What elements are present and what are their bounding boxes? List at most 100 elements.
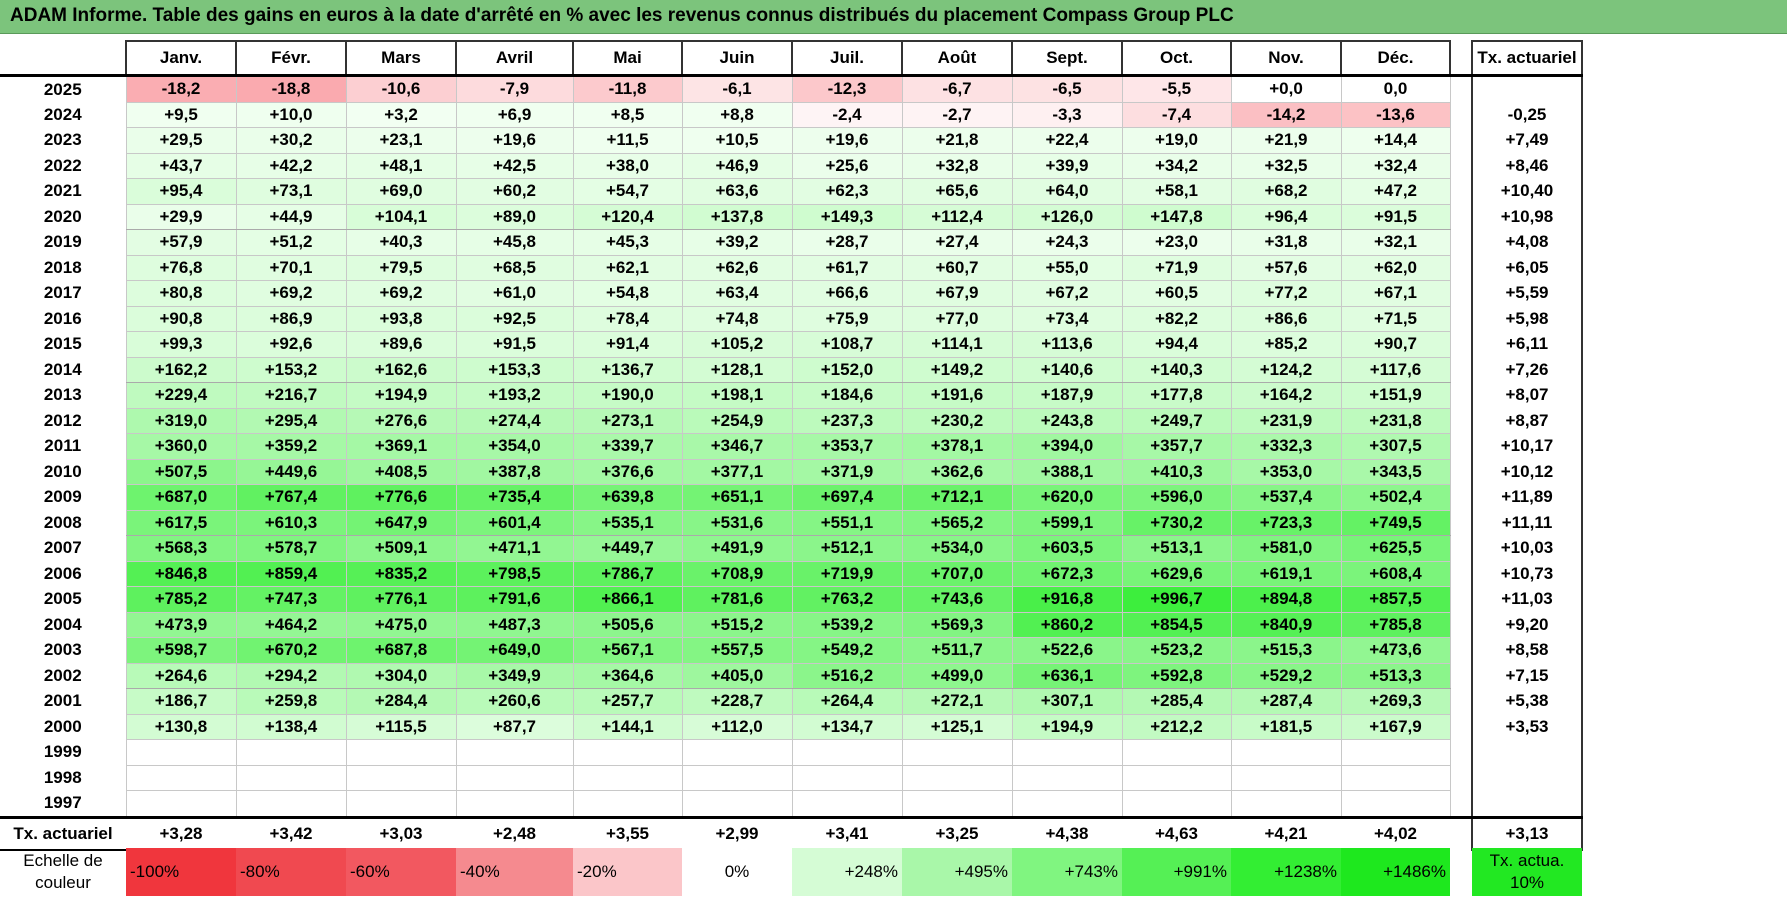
gain-cell: -2,7: [901, 101, 1013, 128]
gap-cell: [1450, 848, 1472, 896]
gain-cell: [235, 790, 347, 818]
gain-cell: +284,4: [345, 688, 457, 715]
gap-cell: [1450, 484, 1472, 510]
gain-cell: +92,6: [235, 331, 347, 358]
gain-cell: +8,8: [681, 101, 793, 128]
corner-cell: [0, 41, 126, 77]
gain-cell: +230,2: [901, 407, 1013, 434]
gap-cell: [1450, 815, 1472, 850]
year-label: 2012: [43, 410, 82, 430]
gain-cell: +243,8: [1011, 407, 1123, 434]
gain-cell: +505,6: [572, 611, 683, 638]
gain-cell: +125,1: [901, 713, 1013, 740]
gain-cell: [572, 764, 683, 791]
gain-cell: -2,4: [791, 101, 903, 128]
gain-cell: +599,1: [1011, 509, 1123, 536]
gain-cell: +187,9: [1011, 382, 1123, 409]
row-tx-actuariel: [1471, 765, 1583, 791]
year-label: 2010: [43, 461, 82, 481]
gap-cell: [1450, 459, 1472, 485]
gain-cell: +71,5: [1340, 305, 1451, 332]
gain-cell: [681, 739, 793, 766]
scale-swatch: -60%: [346, 848, 456, 896]
gain-cell: +473,9: [125, 611, 237, 638]
gain-cell: +67,9: [901, 280, 1013, 307]
gain-cell: +46,9: [681, 152, 793, 179]
table-row: 2010 +507,5 +449,6 +408,5 +387,8 +376,6 +377,1…: [0, 458, 1583, 485]
gain-cell: [1121, 764, 1232, 791]
table-row: 1999: [0, 739, 1583, 766]
year-label: 2004: [43, 614, 82, 634]
gain-cell: +712,1: [901, 484, 1013, 511]
gain-cell: +767,4: [235, 484, 347, 511]
gain-cell: +835,2: [345, 560, 457, 587]
gain-cell: [791, 764, 903, 791]
gain-cell: +307,1: [1011, 688, 1123, 715]
gain-cell: +846,8: [125, 560, 237, 587]
gain-cell: +70,1: [235, 254, 347, 281]
month-header: Août: [901, 40, 1013, 77]
gain-cell: +71,9: [1121, 254, 1232, 281]
gain-cell: +40,3: [345, 229, 457, 256]
gain-cell: +120,4: [572, 203, 683, 230]
gain-cell: +617,5: [125, 509, 237, 536]
gain-cell: +512,1: [791, 535, 903, 562]
gain-cell: +840,9: [1230, 611, 1342, 638]
footer-value: +4,02: [1341, 815, 1450, 851]
gain-cell: +629,6: [1121, 560, 1232, 587]
gain-cell: +19,0: [1121, 127, 1232, 154]
gain-cell: -10,6: [345, 75, 457, 103]
gain-cell: +42,5: [455, 152, 574, 179]
year-label: 2017: [43, 283, 82, 303]
gain-cell: +115,5: [345, 713, 457, 740]
gain-cell: +162,2: [125, 356, 237, 383]
row-tx-actuariel: +11,89: [1471, 484, 1583, 510]
gain-cell: +743,6: [901, 586, 1013, 613]
gain-cell: [1011, 764, 1123, 791]
gain-cell: +11,5: [572, 127, 683, 154]
gain-cell: +708,9: [681, 560, 793, 587]
gain-cell: +259,8: [235, 688, 347, 715]
gain-cell: +153,2: [235, 356, 347, 383]
gain-cell: +515,2: [681, 611, 793, 638]
gain-cell: -5,5: [1121, 75, 1232, 103]
gain-cell: [235, 764, 347, 791]
gain-cell: +670,2: [235, 637, 347, 664]
row-tx-actuariel: [1471, 739, 1583, 765]
gain-cell: +672,3: [1011, 560, 1123, 587]
row-tx-actuariel: +8,87: [1471, 408, 1583, 434]
gain-cell: +272,1: [901, 688, 1013, 715]
year-label: 2019: [43, 232, 82, 252]
footer-value: +4,63: [1122, 815, 1231, 851]
gain-cell: +89,6: [345, 331, 457, 358]
row-tx-actuariel: [1471, 75, 1583, 102]
row-tx-actuariel: -0,25: [1471, 102, 1583, 128]
footer-value: +3,25: [902, 815, 1012, 851]
gain-cell: +473,6: [1340, 637, 1451, 664]
gain-cell: +625,5: [1340, 535, 1451, 562]
row-tx-actuariel: +5,38: [1471, 688, 1583, 714]
gain-cell: +68,5: [455, 254, 574, 281]
gain-cell: [235, 739, 347, 766]
gap-cell: [1450, 586, 1472, 612]
row-tx-actuariel: +10,03: [1471, 535, 1583, 561]
gain-cell: +14,4: [1340, 127, 1451, 154]
gain-cell: [1230, 739, 1342, 766]
gain-cell: +719,9: [791, 560, 903, 587]
row-tx-actuariel: +4,08: [1471, 229, 1583, 255]
gain-cell: +378,1: [901, 433, 1013, 460]
year-label: 2016: [43, 308, 82, 328]
gain-cell: +353,7: [791, 433, 903, 460]
gain-cell: +57,9: [125, 229, 237, 256]
gain-cell: +730,2: [1121, 509, 1232, 536]
gain-cell: [1230, 790, 1342, 818]
gain-cell: +63,4: [681, 280, 793, 307]
row-tx-actuariel: +5,98: [1471, 306, 1583, 332]
gain-cell: +749,5: [1340, 509, 1451, 536]
gain-cell: +65,6: [901, 178, 1013, 205]
gain-cell: +610,3: [235, 509, 347, 536]
gain-cell: +343,5: [1340, 458, 1451, 485]
gain-cell: +603,5: [1011, 535, 1123, 562]
gap-cell: [1450, 102, 1472, 128]
footer-value: +3,41: [792, 815, 902, 851]
